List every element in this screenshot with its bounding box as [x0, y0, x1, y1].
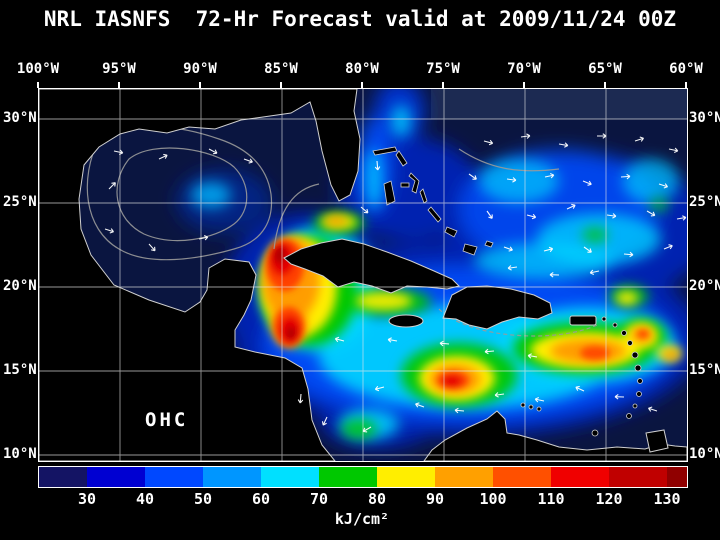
land-jamaica [388, 314, 424, 328]
land-cuba [283, 238, 460, 294]
lon-tick-mark [199, 82, 201, 88]
colorbar-cell [493, 467, 551, 487]
lon-tick-label: 70°W [507, 61, 541, 77]
lat-tick-label: 20°N [3, 278, 37, 294]
colorbar-cell [667, 467, 687, 487]
colorbar-tick-label: 70 [309, 490, 329, 508]
lon-tick-label: 60°W [669, 61, 703, 77]
colorbar-cell [39, 467, 87, 487]
colorbar-tick-label: 130 [653, 490, 681, 508]
colorbar-cell [377, 467, 435, 487]
lon-tick-label: 65°W [588, 61, 622, 77]
page-title: NRL IASNFS 72-Hr Forecast valid at 2009/… [43, 7, 677, 31]
lat-tick-label: 15°N [3, 362, 37, 378]
map-frame: OHC [38, 88, 688, 462]
colorbar-cell [261, 467, 319, 487]
colorbar-cell [203, 467, 261, 487]
lat-tick-label: 25°N [3, 194, 37, 210]
colorbar-tick-label: 40 [135, 490, 155, 508]
lon-tick-label: 75°W [426, 61, 460, 77]
land-south-america [423, 410, 687, 461]
lon-tick-mark [604, 82, 606, 88]
lon-tick-label: 100°W [16, 61, 60, 77]
lat-tick-label: 20°N [689, 278, 720, 294]
colorbar-cell [145, 467, 203, 487]
colorbar-cell [435, 467, 493, 487]
landmasses [39, 89, 687, 461]
lon-tick-mark [37, 82, 39, 88]
lat-tick-label: 30°N [689, 110, 720, 126]
lon-tick-mark [442, 82, 444, 88]
colorbar [38, 466, 688, 488]
lon-tick-label: 95°W [102, 61, 136, 77]
land-bahamas [372, 146, 494, 256]
colorbar-cell [319, 467, 377, 487]
colorbar-tick-label: 60 [251, 490, 271, 508]
land-trinidad [645, 429, 669, 453]
colorbar-cell [87, 467, 145, 487]
colorbar-cell [551, 467, 609, 487]
colorbar-tick-label: 90 [425, 490, 445, 508]
ocean-north-band [431, 89, 687, 119]
colorbar-unit-label: kJ/cm² [334, 510, 390, 528]
lon-tick-mark [118, 82, 120, 88]
lon-tick-label: 85°W [264, 61, 298, 77]
lat-tick-label: 15°N [689, 362, 720, 378]
colorbar-tick-label: 120 [595, 490, 623, 508]
lat-tick-label: 10°N [3, 446, 37, 462]
grid-lines [39, 89, 687, 461]
land-puerto-rico [569, 315, 597, 326]
colorbar-cell [609, 467, 667, 487]
lon-tick-mark [523, 82, 525, 88]
contour-lines [86, 125, 600, 337]
lon-tick-label: 80°W [345, 61, 379, 77]
colorbar-tick-label: 100 [479, 490, 507, 508]
lat-tick-label: 10°N [689, 446, 720, 462]
current-vector-arrows [104, 133, 687, 433]
lon-tick-mark [361, 82, 363, 88]
lon-tick-label: 90°W [183, 61, 217, 77]
colorbar-tick-label: 50 [193, 490, 213, 508]
lat-tick-label: 30°N [3, 110, 37, 126]
land-lesser-antilles [520, 316, 643, 437]
map-variable-label: OHC [145, 409, 189, 431]
lon-tick-mark [685, 82, 687, 88]
lat-tick-label: 25°N [689, 194, 720, 210]
colorbar-tick-label: 30 [77, 490, 97, 508]
ocean-heat-map [39, 89, 687, 461]
lon-tick-mark [280, 82, 282, 88]
land-north-central-america [39, 89, 361, 461]
colorbar-tick-label: 80 [367, 490, 387, 508]
colorbar-tick-label: 110 [537, 490, 565, 508]
